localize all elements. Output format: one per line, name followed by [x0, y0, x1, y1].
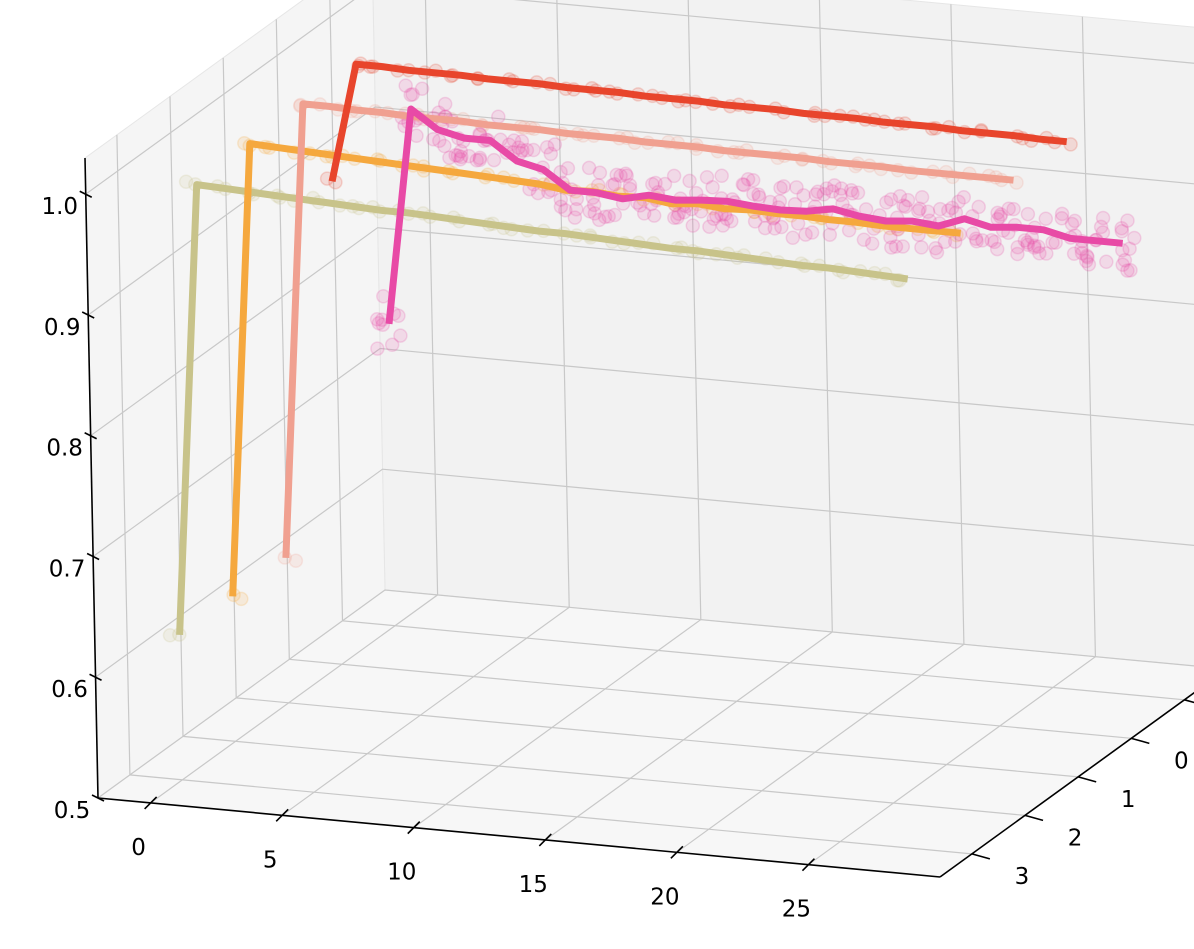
scatter-point — [683, 174, 696, 187]
scatter-point — [473, 153, 486, 166]
y-tick — [1025, 815, 1043, 820]
scatter-point — [668, 211, 681, 224]
scatter-point — [749, 215, 762, 228]
scatter-point — [1068, 214, 1081, 227]
scatter-point — [561, 162, 574, 175]
scatter-point — [777, 180, 790, 193]
scatter-point — [371, 342, 384, 355]
scatter-point — [1033, 247, 1046, 260]
y-tick — [1078, 777, 1096, 782]
scatter-point — [775, 221, 788, 234]
scatter-point — [1081, 251, 1094, 264]
scatter-point — [1097, 212, 1110, 225]
scatter-point — [846, 187, 859, 200]
scatter-point — [1115, 225, 1128, 238]
scatter-point — [896, 240, 909, 253]
scatter-point — [593, 166, 606, 179]
scatter-point — [1056, 207, 1069, 220]
scatter-point — [706, 181, 719, 194]
scatter-point — [915, 241, 928, 254]
pane-back — [372, 0, 1194, 669]
scatter-point — [720, 212, 733, 225]
scatter-point — [857, 233, 870, 246]
scatter-point — [1002, 202, 1015, 215]
scatter-point — [991, 243, 1004, 256]
scatter-point — [608, 178, 621, 191]
scatter-point — [527, 144, 540, 157]
scatter-point — [1100, 255, 1113, 268]
scatter-point — [686, 219, 699, 232]
scatter-point — [608, 209, 621, 222]
scatter-point — [972, 200, 985, 213]
scatter-point — [392, 309, 405, 322]
z-tick-label: 0.8 — [46, 436, 83, 462]
scatter-point — [433, 134, 446, 147]
scatter-point — [620, 169, 633, 182]
x-tick-label: 10 — [387, 860, 416, 886]
y-tick-label: 0 — [1174, 748, 1189, 774]
scatter-point — [737, 179, 750, 192]
z-tick-label: 0.7 — [49, 556, 86, 582]
scatter-point — [164, 629, 177, 642]
scatter-point — [371, 313, 384, 326]
scatter-point — [588, 207, 601, 220]
y-tick — [972, 854, 990, 859]
scatter-point — [799, 228, 812, 241]
z-tick-label: 1.0 — [41, 194, 78, 220]
scatter-point — [916, 191, 929, 204]
y-tick-label: 1 — [1121, 787, 1136, 813]
x-tick-label: 5 — [263, 847, 278, 873]
scatter-point — [752, 188, 765, 201]
scatter-point — [1011, 248, 1024, 261]
scatter-point — [554, 200, 567, 213]
y-tick — [1184, 700, 1194, 705]
scatter-point — [394, 329, 407, 342]
scatter-point — [957, 191, 970, 204]
z-tick-label: 0.5 — [54, 798, 91, 824]
x-tick-label: 25 — [782, 897, 811, 923]
scatter-point — [786, 231, 799, 244]
scatter-point — [492, 110, 505, 123]
scatter-point — [416, 82, 429, 95]
scatter-point — [931, 246, 944, 259]
z-tick-label: 0.9 — [44, 315, 81, 341]
scatter-point — [399, 79, 412, 92]
scatter-point — [880, 196, 893, 209]
scatter-point — [715, 169, 728, 182]
x-tick-label: 0 — [131, 835, 146, 861]
y-tick-label: 2 — [1068, 825, 1083, 851]
scatter-point — [668, 169, 681, 182]
y-tick-label: 3 — [1015, 864, 1030, 890]
y-tick — [1131, 738, 1149, 743]
scatter-point — [1123, 242, 1136, 255]
scatter-point — [1124, 264, 1137, 277]
scatter-point — [235, 592, 248, 605]
scatter-point — [843, 224, 856, 237]
scatter-point — [823, 228, 836, 241]
scatter-point — [648, 209, 661, 222]
z-tick-label: 0.6 — [51, 677, 88, 703]
x-tick-label: 20 — [650, 884, 679, 910]
scatter-point — [180, 175, 193, 188]
scatter-point — [1039, 212, 1052, 225]
scatter-point — [1021, 208, 1034, 221]
x-tick-label: 15 — [519, 872, 548, 898]
scatter-point — [797, 189, 810, 202]
scatter-point — [902, 194, 915, 207]
scatter-point — [488, 154, 501, 167]
scatter-point — [544, 147, 557, 160]
scatter-point — [289, 554, 302, 567]
